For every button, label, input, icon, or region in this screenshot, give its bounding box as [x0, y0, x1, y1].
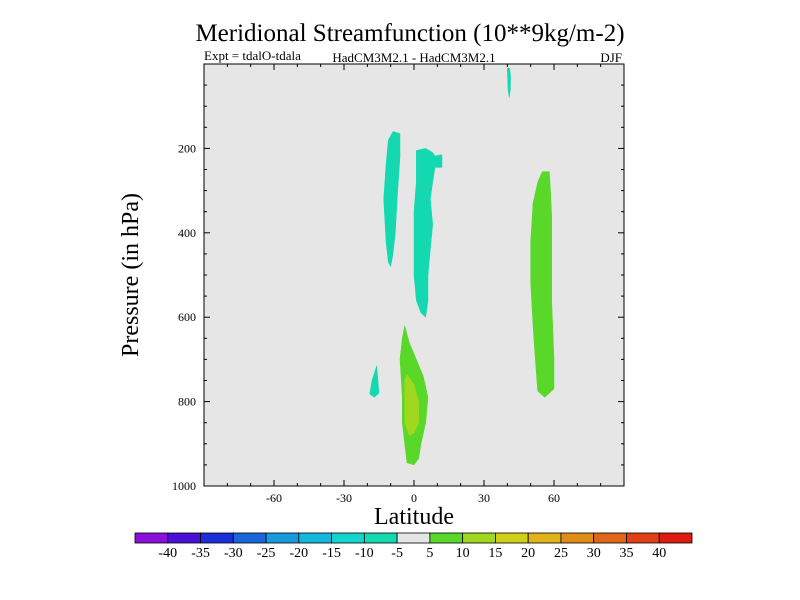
axis-ticks: [204, 64, 624, 486]
contour-region-positive-cell-lower-central-core: [404, 373, 419, 436]
contour-region-positive-cell-north: [530, 171, 555, 398]
colorbar-label: 25: [554, 546, 568, 561]
colorbar-label: -15: [322, 546, 341, 561]
colorbar-label: 40: [652, 546, 666, 561]
colorbar-swatch: [265, 532, 300, 544]
y-tick-label: 400: [178, 226, 196, 240]
y-tick-label: 800: [178, 395, 196, 409]
colorbar-label: 35: [619, 546, 633, 561]
colorbar-swatch: [363, 532, 398, 544]
contour-region-negative-cell-central: [413, 148, 443, 318]
contour-region-negative-cell-lower-west: [369, 365, 380, 398]
x-tick-label: 30: [478, 491, 490, 505]
model-comparison-label: HadCM3M2.1 - HadCM3M2.1: [332, 50, 495, 65]
colorbar-swatch: [396, 532, 431, 544]
colorbar-label: -35: [191, 546, 210, 561]
colorbar-label: 5: [426, 546, 433, 561]
colorbar-swatch: [527, 532, 562, 544]
colorbar-swatch: [200, 532, 234, 544]
colorbar-label: 20: [521, 546, 535, 561]
contour-fills: [369, 67, 555, 466]
y-axis-label: Pressure (in hPa): [118, 193, 144, 357]
colorbar-label: -30: [224, 546, 243, 561]
x-axis-label: Latitude: [374, 504, 454, 530]
colorbar-swatch: [658, 532, 693, 544]
axis-tick-labels: -60 -30 0 30 60 200 400 600 800 1000: [172, 141, 560, 505]
colorbar-label: -40: [158, 546, 177, 561]
x-tick-label: -60: [266, 491, 282, 505]
chart-title: Meridional Streamfunction (10**9kg/m-2): [195, 20, 624, 47]
season-label: DJF: [600, 50, 622, 65]
colorbar-swatch: [593, 532, 627, 544]
x-tick-label: 0: [411, 491, 417, 505]
colorbar-swatch: [298, 532, 332, 544]
colorbar-swatch: [462, 532, 496, 544]
colorbar-swatch: [429, 532, 464, 544]
colorbar-label: 15: [488, 546, 502, 561]
colorbar-swatch: [626, 532, 660, 544]
colorbar-label: 30: [587, 546, 601, 561]
experiment-label: Expt = tdalO-tdala: [204, 48, 301, 63]
colorbar-label: -10: [355, 546, 374, 561]
contour-region-negative-cell-top-spike: [507, 67, 511, 98]
colorbar-swatch: [134, 532, 169, 544]
y-tick-label: 600: [178, 310, 196, 324]
colorbar: [134, 532, 693, 544]
colorbar-labels: -40 -35 -30 -25 -20 -15 -10 -5 5 10 15 20 25 30 35 40: [158, 546, 666, 561]
colorbar-swatch: [232, 532, 267, 544]
x-tick-label: -30: [336, 491, 352, 505]
colorbar-swatch: [560, 532, 595, 544]
y-tick-label: 200: [178, 141, 196, 155]
colorbar-swatch: [167, 532, 201, 544]
x-tick-label: 60: [548, 491, 560, 505]
colorbar-label: 10: [456, 546, 470, 561]
colorbar-swatch: [331, 532, 365, 544]
contour-region-negative-cell-west-upper: [383, 131, 401, 268]
y-tick-label: 1000: [172, 479, 196, 493]
colorbar-label: -5: [391, 546, 403, 561]
colorbar-swatch: [495, 532, 529, 544]
colorbar-label: -25: [257, 546, 276, 561]
colorbar-label: -20: [289, 546, 308, 561]
